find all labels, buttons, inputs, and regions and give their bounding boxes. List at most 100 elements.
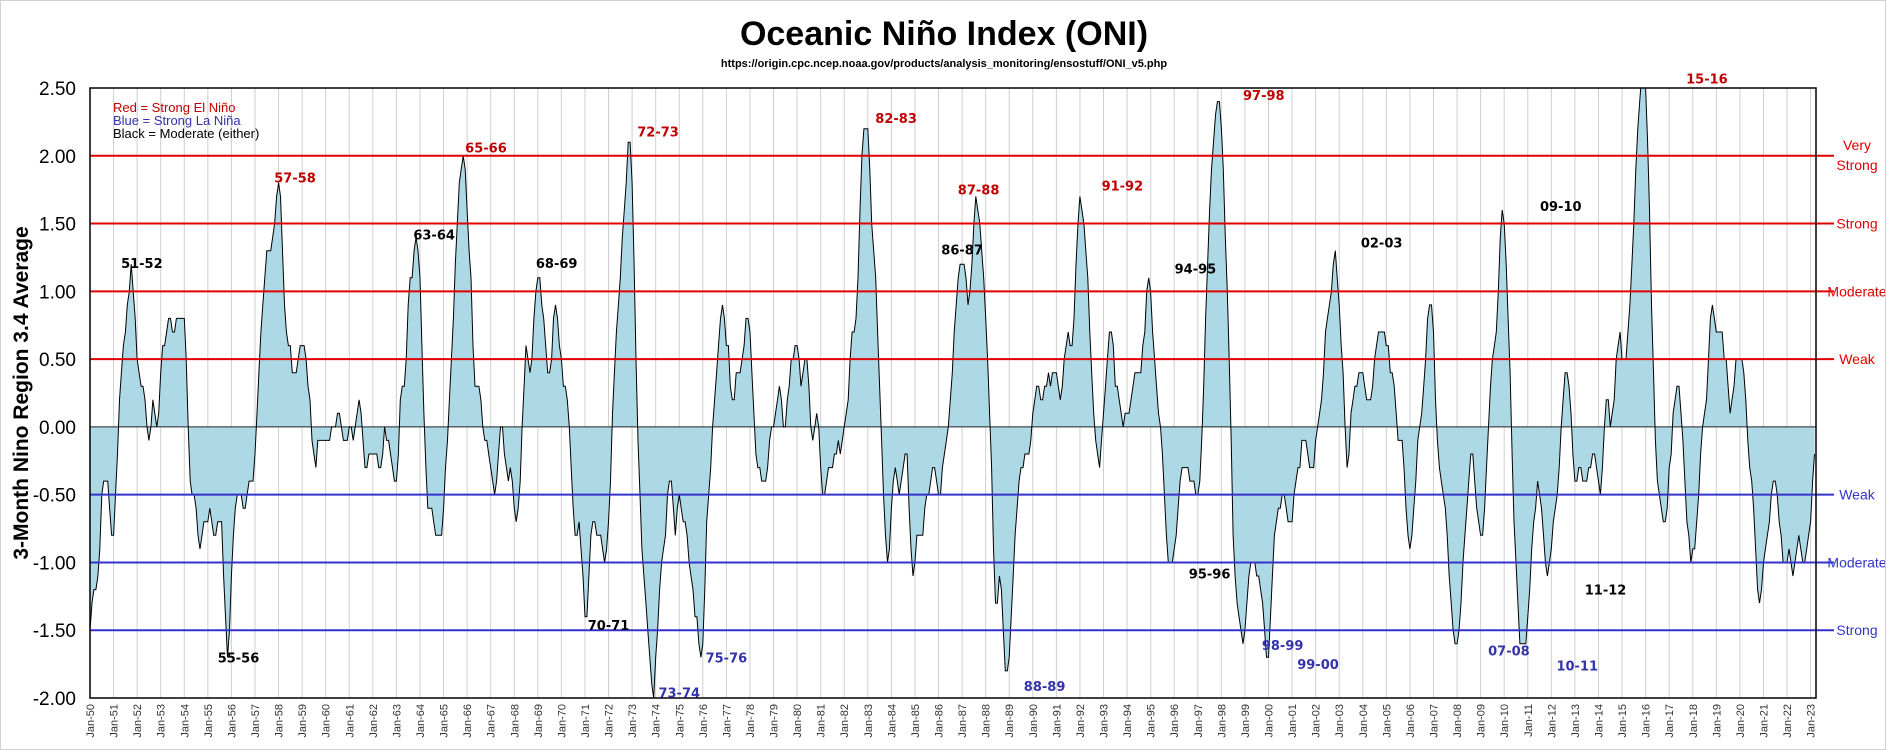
x-tick-label: Jan-74 <box>651 704 663 738</box>
threshold-label: Strong <box>1836 216 1877 232</box>
x-tick-label: Jan-79 <box>769 704 781 738</box>
x-tick-label: Jan-10 <box>1499 704 1511 738</box>
event-label: 68-69 <box>536 257 578 272</box>
x-tick-label: Jan-77 <box>721 704 733 738</box>
x-tick-label: Jan-60 <box>321 704 333 738</box>
x-tick-label: Jan-93 <box>1099 704 1111 738</box>
event-label: 97-98 <box>1243 89 1285 104</box>
event-label: 57-58 <box>274 171 316 186</box>
threshold-label: Moderate <box>1827 283 1886 299</box>
y-tick-label: 2.50 <box>39 79 76 100</box>
x-tick-label: Jan-69 <box>533 704 545 738</box>
x-tick-label: Jan-96 <box>1169 704 1181 738</box>
x-tick-label: Jan-83 <box>863 704 875 738</box>
x-tick-label: Jan-09 <box>1476 704 1488 738</box>
threshold-lines: Very Strong Strong Moderate Weak Weak Moderate… <box>90 137 1886 638</box>
x-tick-label: Jan-85 <box>910 704 922 738</box>
x-tick-label: Jan-01 <box>1287 704 1299 738</box>
event-label: 88-89 <box>1024 680 1066 695</box>
event-label: 95-96 <box>1189 567 1231 582</box>
y-tick-label: 0.50 <box>39 350 76 371</box>
x-tick-label: Jan-75 <box>674 704 686 738</box>
x-tick-label: Jan-72 <box>604 704 616 738</box>
chart-subtitle-url: https://origin.cpc.ncep.noaa.gov/product… <box>721 58 1167 70</box>
axes: Jan-50 Jan-51 Jan-52 Jan-53 Jan-54 Jan-55 Jan-… <box>33 79 1818 738</box>
x-tick-label: Jan-86 <box>934 704 946 738</box>
x-tick-label: Jan-05 <box>1381 704 1393 738</box>
x-tick-label: Jan-18 <box>1688 704 1700 738</box>
x-tick-label: Jan-52 <box>132 704 144 738</box>
x-tick-label: Jan-89 <box>1004 704 1016 738</box>
y-tick-label: 1.00 <box>39 282 76 303</box>
y-tick-label: 0.00 <box>39 418 76 439</box>
x-tick-label: Jan-21 <box>1758 704 1770 738</box>
event-label: 55-56 <box>218 651 260 666</box>
oni-series <box>90 88 1816 698</box>
x-tick-label: Jan-17 <box>1664 704 1676 738</box>
x-tick-label: Jan-51 <box>109 704 121 738</box>
y-axis-label: 3-Month Nino Region 3.4 Average <box>10 226 33 559</box>
x-tick-label: Jan-95 <box>1146 704 1158 738</box>
x-tick-label: Jan-22 <box>1782 704 1794 738</box>
x-tick-label: Jan-65 <box>439 704 451 738</box>
x-tick-label: Jan-23 <box>1806 704 1818 738</box>
x-tick-label: Jan-08 <box>1452 704 1464 738</box>
x-tick-label: Jan-91 <box>1051 704 1063 738</box>
y-tick-label: -0.50 <box>33 486 76 507</box>
event-label: 09-10 <box>1540 200 1582 215</box>
x-tick-label: Jan-02 <box>1311 704 1323 738</box>
x-tick-label: Jan-68 <box>509 704 521 738</box>
x-tick-label: Jan-14 <box>1593 704 1605 738</box>
event-label: 11-12 <box>1585 584 1627 599</box>
x-tick-label: Jan-81 <box>816 704 828 738</box>
x-tick-label: Jan-64 <box>415 704 427 738</box>
x-tick-label: Jan-87 <box>957 704 969 738</box>
x-tick-label: Jan-98 <box>1216 704 1228 738</box>
legend-entry: Blue = Strong La Niña <box>113 113 241 128</box>
x-tick-label: Jan-94 <box>1122 704 1134 738</box>
x-tick-label: Jan-78 <box>745 704 757 738</box>
event-label: 51-52 <box>121 257 163 272</box>
event-label: 72-73 <box>637 125 679 140</box>
event-label: 98-99 <box>1262 639 1304 654</box>
y-tick-label: 2.00 <box>39 147 76 168</box>
x-tick-label: Jan-12 <box>1546 704 1558 738</box>
event-label: 70-71 <box>588 619 630 634</box>
x-tick-label: Jan-55 <box>203 704 215 738</box>
x-tick-label: Jan-53 <box>156 704 168 738</box>
x-tick-label: Jan-66 <box>462 704 474 738</box>
x-tick-label: Jan-03 <box>1334 704 1346 738</box>
event-label: 87-88 <box>958 184 1000 199</box>
x-tick-label: Jan-20 <box>1735 704 1747 738</box>
x-tick-label: Jan-80 <box>792 704 804 738</box>
x-tick-label: Jan-70 <box>556 704 568 738</box>
series-fill-area <box>90 88 1815 698</box>
event-label: 99-00 <box>1297 658 1339 673</box>
event-annotations: 51-52 55-56 57-58 63-64 65-66 68-69 70-71 72-73… <box>121 73 1728 702</box>
x-tick-label: Jan-67 <box>486 704 498 738</box>
event-label: 07-08 <box>1488 645 1530 660</box>
event-label: 10-11 <box>1556 659 1598 674</box>
x-tick-label: Jan-56 <box>226 704 238 738</box>
x-tick-label: Jan-84 <box>886 704 898 738</box>
event-label: 82-83 <box>875 112 917 127</box>
event-label: 73-74 <box>658 687 700 702</box>
x-tick-label: Jan-92 <box>1075 704 1087 738</box>
chart-title: Oceanic Niño Index (ONI) <box>740 15 1148 53</box>
event-label: 15-16 <box>1686 73 1728 88</box>
y-tick-label: 1.50 <box>39 215 76 236</box>
x-tick-label: Jan-57 <box>250 704 262 738</box>
event-label: 94-95 <box>1175 262 1217 277</box>
y-tick-label: -1.50 <box>33 621 76 642</box>
x-tick-label: Jan-19 <box>1711 704 1723 738</box>
x-tick-label: Jan-76 <box>698 704 710 738</box>
x-tick-label: Jan-13 <box>1570 704 1582 738</box>
plot-border <box>89 87 1817 699</box>
threshold-label: Weak <box>1839 351 1876 367</box>
event-label: 86-87 <box>941 243 983 258</box>
x-tick-label: Jan-62 <box>368 704 380 738</box>
x-tick-label: Jan-82 <box>839 704 851 738</box>
x-tick-label: Jan-97 <box>1193 704 1205 738</box>
